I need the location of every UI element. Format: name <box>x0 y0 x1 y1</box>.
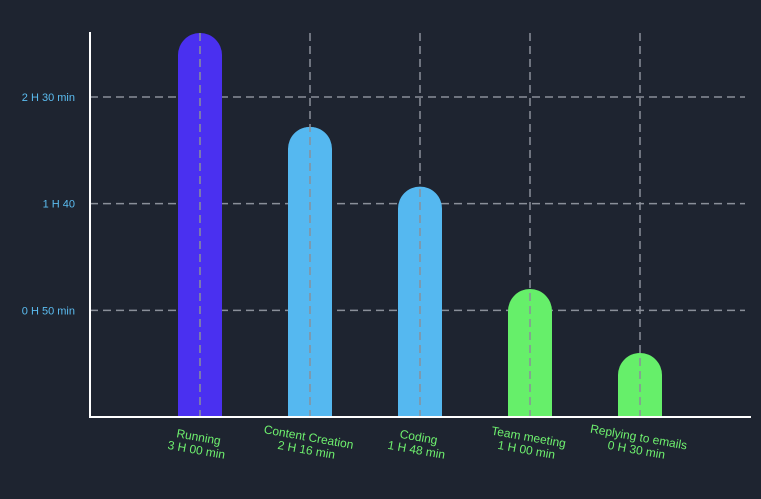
x-tick-label: Replying to emails0 H 30 min <box>587 422 688 466</box>
bar <box>178 33 222 417</box>
vertical-grid-lines <box>199 33 641 417</box>
bar <box>398 186 442 417</box>
y-tick-label: 0 H 50 min <box>22 305 75 317</box>
bars <box>178 33 662 417</box>
x-tick-label: Team meeting1 H 00 min <box>488 424 567 464</box>
y-tick-label: 1 H 40 <box>43 199 75 211</box>
x-tick-labels: Running3 H 00 min Content Creation2 H 16 … <box>167 422 689 466</box>
x-tick-label: Content Creation2 H 16 min <box>261 422 355 464</box>
y-tick-label: 2 H 30 min <box>22 92 75 104</box>
x-tick-label: Coding1 H 48 min <box>387 425 449 462</box>
y-tick-labels: 0 H 50 min 1 H 40 2 H 30 min <box>22 92 75 317</box>
axes <box>89 32 751 418</box>
x-tick-label: Running3 H 00 min <box>167 425 229 462</box>
x-tick-category: Coding <box>399 427 439 447</box>
